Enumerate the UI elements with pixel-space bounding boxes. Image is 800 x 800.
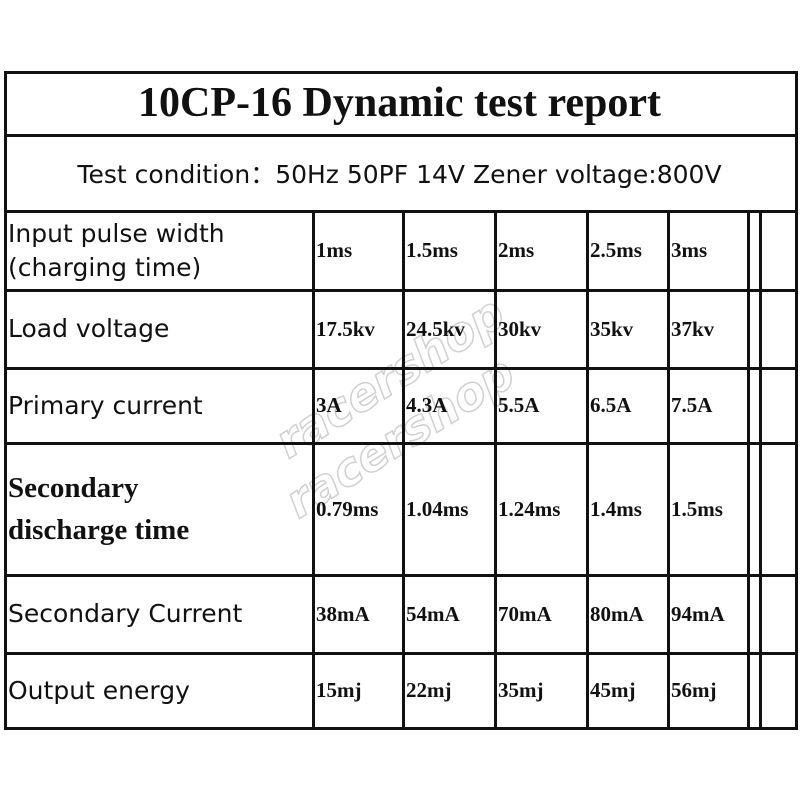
report-title: 10CP-16 Dynamic test report (138, 80, 661, 126)
value-cell: 94mA (671, 601, 725, 626)
row-label: Secondary Current (8, 599, 243, 628)
value-cell: 80mA (590, 601, 644, 626)
value-cell: 30kv (498, 316, 542, 341)
grid-line (747, 211, 750, 730)
value-cell: 1.5ms (671, 496, 723, 521)
row-label: Secondary discharge time (8, 472, 190, 546)
value-cell: 5.5A (498, 393, 540, 417)
grid-line (4, 727, 798, 730)
value-cell: 1ms (316, 238, 353, 262)
grid-line (586, 211, 589, 730)
value-cell: 2.5ms (590, 238, 642, 262)
border-line (4, 134, 798, 137)
row-label: Output energy (8, 675, 190, 705)
value-cell: 4.3A (406, 393, 448, 417)
grid-line (4, 289, 798, 292)
value-cell: 45mj (590, 678, 636, 702)
value-cell: 15mj (316, 678, 362, 702)
value-cell: 3A (316, 393, 342, 417)
grid-line (4, 367, 798, 370)
grid-line (759, 211, 762, 730)
grid-line (4, 574, 798, 577)
row-label: Input pulse width (charging time) (8, 218, 225, 282)
value-cell: 70mA (498, 601, 552, 626)
value-cell: 54mA (406, 601, 460, 626)
value-cell: 0.79ms (316, 496, 379, 521)
value-cell: 38mA (316, 601, 370, 626)
grid-line (4, 210, 798, 213)
value-cell: 22mj (406, 678, 452, 702)
value-cell: 7.5A (671, 393, 713, 417)
value-cell: 2ms (498, 238, 535, 262)
grid-line (494, 211, 497, 730)
border-line (795, 71, 798, 730)
grid-line (667, 211, 670, 730)
value-cell: 3ms (671, 238, 708, 262)
grid-line (312, 211, 315, 730)
value-cell: 1.04ms (406, 496, 469, 521)
value-cell: 1.4ms (590, 496, 642, 521)
grid-line (402, 211, 405, 730)
value-cell: 17.5kv (316, 316, 375, 341)
value-cell: 35kv (590, 316, 634, 341)
value-cell: 56mj (671, 678, 717, 702)
value-cell: 1.24ms (498, 496, 561, 521)
value-cell: 1.5ms (406, 238, 458, 262)
grid-line (4, 652, 798, 655)
row-label: Primary current (8, 390, 203, 420)
row-label: Load voltage (8, 314, 170, 343)
value-cell: 35mj (498, 678, 544, 702)
border-line (4, 71, 798, 74)
value-cell: 37kv (671, 316, 715, 341)
value-cell: 24.5kv (406, 316, 465, 341)
value-cell: 6.5A (590, 393, 632, 417)
test-condition: Test condition：50Hz 50PF 14V Zener volta… (77, 160, 722, 189)
border-line (4, 71, 7, 730)
grid-line (4, 442, 798, 445)
